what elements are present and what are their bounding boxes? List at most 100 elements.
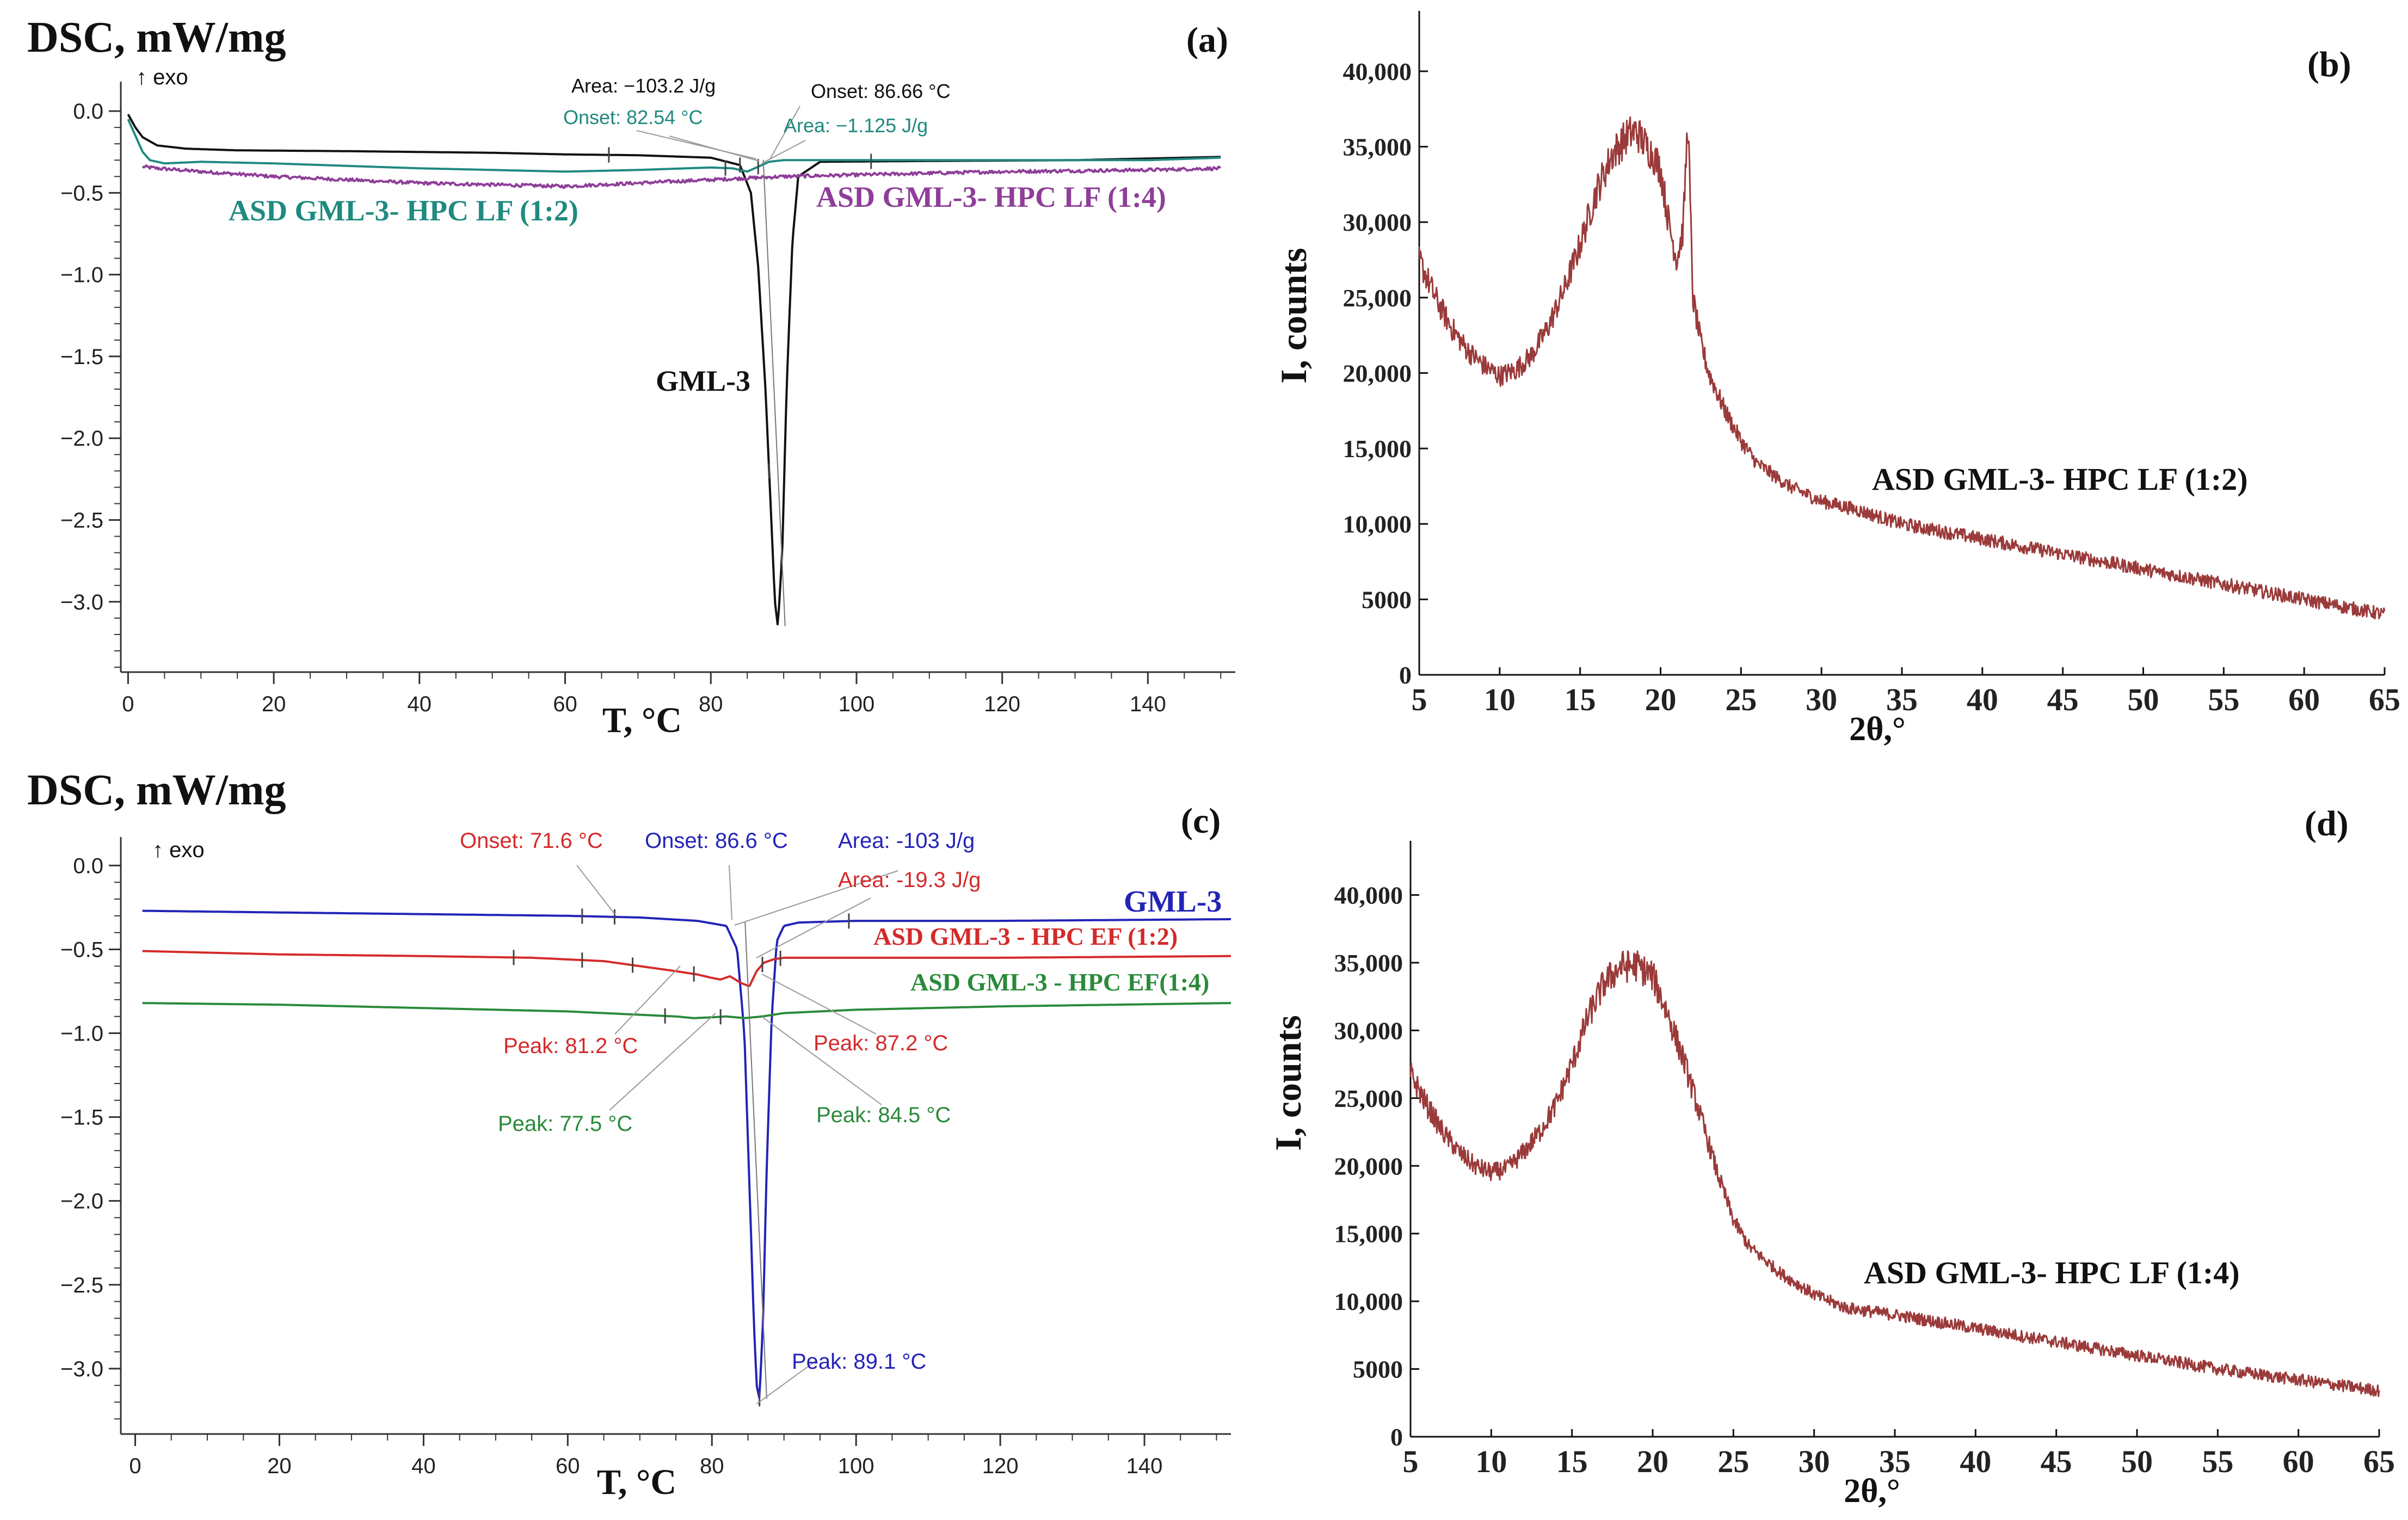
panel-b: 5 10 15 20 25 30 35 40 45 50 55 60 65 0 5000 10,000 15,0…	[1273, 11, 2400, 748]
x-tick-label: 15	[1556, 1444, 1588, 1479]
panel-label-c: (c)	[1181, 801, 1221, 841]
y-tick-label: 5000	[1362, 586, 1412, 613]
series-label: ASD GML-3- HPC LF (1:2)	[1872, 461, 2248, 497]
y-tick-label: 30,000	[1334, 1017, 1403, 1044]
x-tick-label: 65	[2369, 682, 2400, 717]
y-tick-label: −2.5	[60, 508, 103, 532]
annotation-leader	[756, 897, 871, 958]
x-tick-label: 80	[699, 692, 723, 716]
x-tick-label: 0	[129, 1454, 141, 1478]
y-tick-label: 40,000	[1334, 882, 1403, 909]
x-tick-label: 35	[1879, 1444, 1911, 1479]
panel-label-a: (a)	[1186, 20, 1228, 60]
series-label: ASD GML-3- HPC LF (1:2)	[229, 194, 578, 227]
y-tick-label: −3.0	[60, 1357, 103, 1381]
x-tick-label: 50	[2128, 682, 2159, 717]
x-tick-label: 140	[1130, 692, 1166, 716]
annotation-leader	[769, 106, 800, 159]
annotation-leader	[756, 1360, 817, 1405]
panel-d: 5 10 15 20 25 30 35 40 45 50 55 60 65 0 5000 10,000 15,0…	[1267, 804, 2395, 1510]
annotation-leader	[576, 865, 615, 915]
x-tick-label: 25	[1725, 682, 1757, 717]
y-axis-title: I, counts	[1273, 248, 1314, 383]
annotation-leader	[669, 136, 760, 162]
x-tick-label: 60	[553, 692, 577, 716]
series-label: ASD GML-3 - HPC EF(1:4)	[910, 968, 1209, 996]
annotation: Onset: 86.6 °C	[645, 829, 788, 853]
y-tick-label: 30,000	[1343, 208, 1412, 236]
annotation: Peak: 89.1 °C	[792, 1350, 926, 1374]
series-line	[1418, 116, 2386, 620]
y-tick-label: 40,000	[1343, 58, 1412, 85]
y-tick-label: −3.0	[60, 590, 103, 614]
y-axis-title: DSC, mW/mg	[27, 14, 286, 61]
y-tick-label: −2.0	[60, 1190, 103, 1214]
exo-indicator: ↑ exo	[152, 838, 205, 862]
x-tick-label: 40	[408, 692, 432, 716]
y-tick-label: 0	[1390, 1423, 1403, 1451]
x-tick-label: 60	[2288, 682, 2320, 717]
y-tick-label: 0.0	[73, 100, 103, 124]
y-tick-label: −1.0	[60, 263, 103, 287]
annotation-leader	[614, 965, 681, 1035]
annotation: Peak: 84.5 °C	[816, 1103, 951, 1127]
y-tick-label: 35,000	[1343, 133, 1412, 161]
x-tick-label: 40	[1960, 1444, 1991, 1479]
x-tick-label: 55	[2208, 682, 2239, 717]
series-label: GML-3	[1124, 885, 1222, 919]
y-tick-label: 0.0	[73, 854, 103, 878]
y-tick-label: 10,000	[1343, 510, 1412, 538]
x-tick-label: 20	[267, 1454, 292, 1478]
annotation: Peak: 81.2 °C	[503, 1034, 638, 1058]
annotation: Area: -103 J/g	[838, 829, 975, 853]
annotation-leader	[729, 865, 732, 920]
series-line	[127, 119, 1221, 173]
y-tick-label: −0.5	[60, 181, 103, 205]
x-tick-label: 45	[2047, 682, 2079, 717]
x-tick-label: 140	[1126, 1454, 1163, 1478]
x-axis-title: 2θ,°	[1844, 1473, 1900, 1510]
y-tick-label: −1.5	[60, 345, 103, 369]
y-tick-label: 35,000	[1334, 949, 1403, 977]
x-tick-label: 65	[2363, 1444, 2395, 1479]
series-label: GML-3	[656, 365, 750, 397]
annotation-leader	[761, 974, 877, 1035]
x-tick-label: 20	[262, 692, 286, 716]
x-tick-label: 40	[411, 1454, 436, 1478]
x-tick-label: 100	[839, 692, 875, 716]
x-tick-label: 35	[1886, 682, 1918, 717]
y-tick-label: −1.0	[60, 1022, 103, 1046]
x-tick-label: 5	[1412, 682, 1427, 717]
annotation-leader	[609, 1013, 716, 1111]
x-tick-label: 30	[1806, 682, 1837, 717]
annotation: Peak: 87.2 °C	[814, 1031, 948, 1055]
x-tick-label: 45	[2041, 1444, 2072, 1479]
x-tick-label: 60	[556, 1454, 580, 1478]
x-tick-label: 30	[1799, 1444, 1830, 1479]
annotation: Area: −1.125 J/g	[784, 114, 928, 137]
x-tick-label: 55	[2202, 1444, 2233, 1479]
y-tick-label: −2.5	[60, 1273, 103, 1297]
x-axis-title: T, °C	[597, 1462, 676, 1502]
series-line	[141, 164, 1222, 189]
x-tick-label: 60	[2283, 1444, 2314, 1479]
y-tick-label: −2.0	[60, 427, 103, 451]
x-tick-label: 10	[1475, 1444, 1507, 1479]
annotation: Area: -19.3 J/g	[838, 868, 981, 892]
panel-label-d: (d)	[2305, 804, 2349, 844]
x-tick-label: 100	[838, 1454, 874, 1478]
tangent-line	[744, 921, 767, 1399]
series-label: ASD GML-3- HPC LF (1:4)	[816, 181, 1166, 213]
annotation: Area: −103.2 J/g	[571, 75, 716, 97]
x-tick-label: 10	[1484, 682, 1516, 717]
annotation: Onset: 86.66 °C	[811, 80, 951, 102]
series-line	[142, 1002, 1231, 1019]
series-line	[142, 909, 1231, 1399]
annotation-leader	[636, 130, 757, 159]
annotation-leader	[761, 1016, 882, 1105]
annotation: Onset: 71.6 °C	[460, 829, 603, 853]
y-tick-label: 0	[1399, 661, 1412, 689]
x-axis-title: 2θ,°	[1849, 711, 1906, 748]
series-label: ASD GML-3- HPC LF (1:4)	[1864, 1255, 2240, 1290]
x-tick-label: 50	[2121, 1444, 2153, 1479]
